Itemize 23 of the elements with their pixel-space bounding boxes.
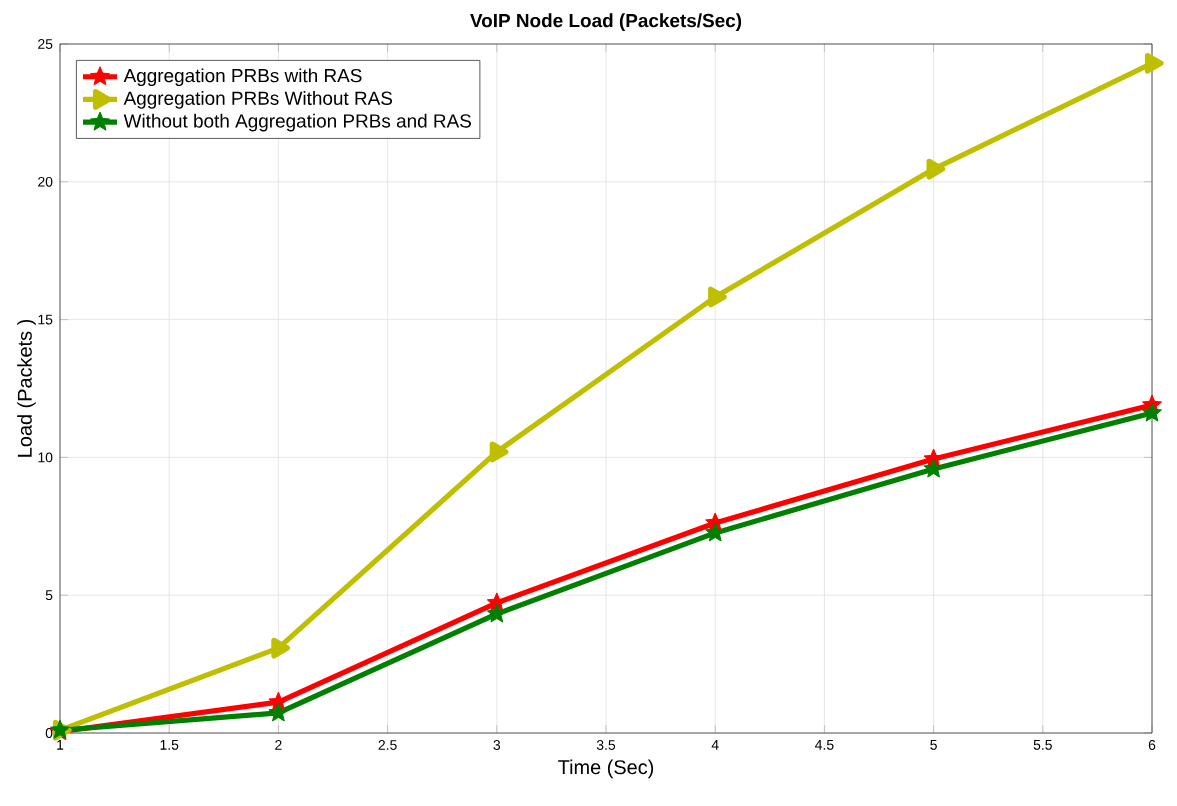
x-tick-label: 6 [1148, 740, 1156, 750]
y-tick-label: 15 [38, 314, 53, 325]
y-tick-label: 20 [38, 176, 53, 187]
x-tick-label: 5.5 [1033, 740, 1052, 750]
y-tick-label: 5 [45, 590, 53, 601]
legend-label: Without both Aggregation PRBs and RAS [123, 113, 471, 132]
legend-label: Aggregation PRBs Without RAS [123, 91, 393, 109]
y-tick-label: 0 [45, 728, 53, 738]
x-tick-label: 3 [493, 740, 501, 750]
legend-label: Aggregation PRBs with RAS [123, 68, 362, 87]
x-tick-label: 5 [930, 740, 937, 750]
x-tick-label: 4.5 [815, 740, 834, 750]
x-tick-label: 1.5 [160, 740, 179, 750]
x-tick-label: 2 [275, 740, 282, 750]
y-axis-title: Load (Packets ) [17, 319, 36, 457]
y-tick-label: 25 [38, 39, 53, 49]
x-axis-title: Time (Sec) [558, 759, 654, 779]
x-tick-label: 4 [711, 740, 719, 750]
chart-title: VoIP Node Load (Packets/Sec) [470, 13, 742, 32]
y-tick-label: 10 [38, 452, 53, 463]
x-tick-label: 2.5 [378, 740, 397, 750]
x-tick-label: 3.5 [596, 740, 616, 750]
x-tick-label: 1 [57, 740, 64, 750]
